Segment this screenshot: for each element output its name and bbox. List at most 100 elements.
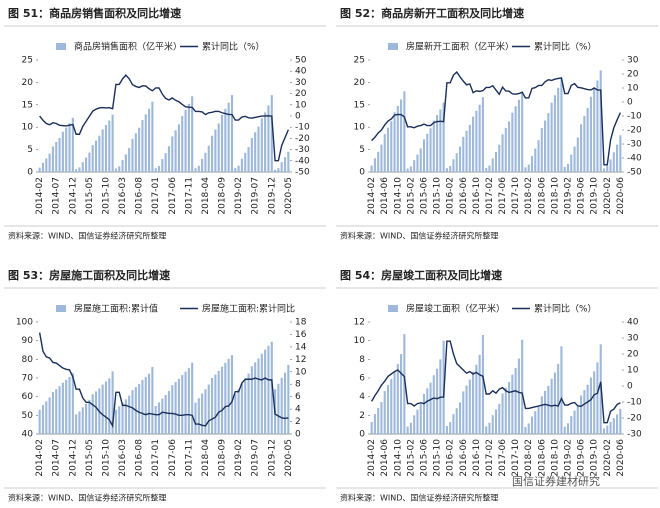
bar bbox=[138, 383, 141, 434]
x-tick-label: 2016-06 bbox=[459, 177, 469, 215]
bar bbox=[508, 382, 511, 434]
bar bbox=[390, 379, 393, 434]
bar bbox=[439, 109, 442, 172]
bar bbox=[413, 160, 416, 172]
bar bbox=[171, 136, 174, 172]
x-tick-label: 2016-10 bbox=[472, 439, 482, 477]
bar bbox=[151, 366, 154, 434]
bar bbox=[207, 384, 210, 434]
bar bbox=[566, 163, 570, 172]
y2-tick-label: 6 bbox=[295, 392, 301, 402]
x-tick-label: 2019-06 bbox=[577, 439, 587, 477]
bar bbox=[94, 391, 98, 434]
x-tick-label: 2017-02 bbox=[485, 439, 495, 477]
bar bbox=[184, 109, 187, 172]
bar bbox=[194, 168, 197, 172]
bar bbox=[277, 383, 280, 434]
y2-tick-label: 10 bbox=[295, 100, 307, 110]
bar bbox=[38, 167, 41, 172]
bar bbox=[197, 398, 200, 434]
y2-tick-label: 20 bbox=[627, 70, 639, 80]
bar bbox=[174, 382, 177, 434]
x-tick-label: 2017-06 bbox=[498, 439, 508, 477]
bar bbox=[449, 422, 452, 434]
bar bbox=[224, 108, 227, 172]
x-tick-label: 2015-06 bbox=[420, 439, 430, 477]
bar bbox=[45, 401, 48, 434]
y-tick-label: 40 bbox=[22, 430, 34, 440]
bar bbox=[154, 168, 157, 172]
bar bbox=[201, 393, 204, 434]
bar bbox=[81, 407, 84, 434]
bar bbox=[164, 394, 167, 434]
bar bbox=[478, 354, 481, 434]
bar bbox=[85, 403, 88, 434]
bar bbox=[573, 146, 576, 172]
x-tick-label: 2019-07 bbox=[251, 177, 261, 215]
legend-label: 房屋竣工面积（亿平米） bbox=[406, 303, 505, 315]
bar bbox=[426, 133, 429, 172]
y-tick-label: 20 bbox=[22, 78, 34, 88]
x-tick-label: 2014-07 bbox=[52, 439, 62, 477]
x-tick-label: 2014-12 bbox=[68, 439, 78, 477]
line-series bbox=[371, 340, 621, 424]
bar bbox=[187, 368, 190, 434]
x-tick-label: 2014-07 bbox=[52, 177, 62, 215]
y-tick-label: 20 bbox=[354, 78, 366, 88]
bar bbox=[517, 99, 520, 172]
legend-swatch bbox=[56, 43, 66, 50]
bar bbox=[573, 410, 576, 434]
x-tick-label: 2014-02 bbox=[35, 177, 45, 215]
chart-title: 图 51：商品房销售面积及同比增速 bbox=[8, 6, 181, 20]
bar bbox=[400, 99, 403, 172]
bar bbox=[108, 120, 111, 172]
bar bbox=[377, 408, 380, 434]
bar bbox=[220, 114, 224, 172]
bar bbox=[370, 165, 373, 172]
y-tick-label: 60 bbox=[22, 392, 34, 402]
bar bbox=[204, 152, 207, 172]
bar bbox=[51, 392, 54, 434]
bar bbox=[280, 377, 283, 434]
bar bbox=[619, 408, 622, 434]
y-tick-label: 80 bbox=[22, 355, 34, 365]
bar bbox=[260, 118, 263, 172]
bar bbox=[468, 379, 471, 434]
line-series bbox=[371, 70, 621, 166]
bar bbox=[114, 409, 117, 434]
bar bbox=[386, 385, 390, 434]
bar bbox=[254, 362, 257, 434]
bar bbox=[580, 124, 583, 172]
bar bbox=[547, 385, 550, 434]
legend-label: 累计同比（%） bbox=[202, 41, 265, 53]
legend-swatch bbox=[388, 43, 398, 50]
bar bbox=[148, 373, 151, 434]
y-tick-label: 12 bbox=[354, 318, 365, 328]
bar bbox=[65, 379, 68, 434]
bar bbox=[101, 129, 104, 172]
bar bbox=[589, 96, 592, 172]
bar bbox=[475, 364, 478, 434]
bar bbox=[609, 421, 612, 434]
bar bbox=[436, 115, 439, 172]
y-tick-label: 70 bbox=[22, 374, 34, 384]
bar bbox=[380, 144, 383, 172]
bar bbox=[553, 95, 556, 172]
x-tick-label: 2015-06 bbox=[420, 177, 430, 215]
y2-tick-label: -10 bbox=[295, 123, 310, 133]
bar bbox=[68, 376, 71, 434]
bar bbox=[118, 166, 121, 172]
y2-tick-label: -20 bbox=[627, 126, 642, 136]
bar bbox=[390, 121, 393, 172]
bar bbox=[445, 168, 448, 172]
bar bbox=[144, 376, 147, 434]
y2-tick-label: 10 bbox=[627, 366, 639, 376]
bar bbox=[167, 146, 171, 172]
y-tick-label: 0 bbox=[359, 168, 365, 178]
bar bbox=[108, 378, 111, 434]
bar bbox=[144, 114, 147, 172]
bar bbox=[71, 117, 74, 172]
bar bbox=[498, 403, 501, 434]
